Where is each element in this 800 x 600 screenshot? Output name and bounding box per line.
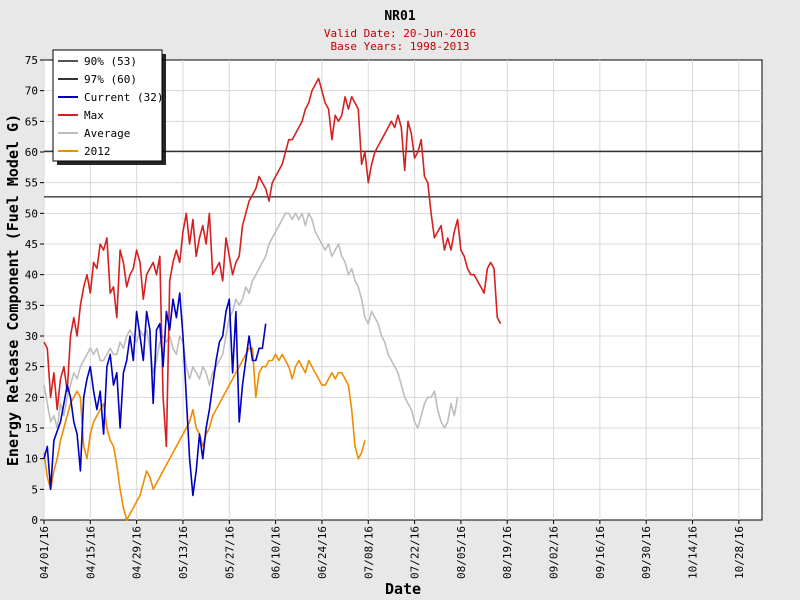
x-axis-label: Date — [385, 580, 421, 598]
x-tick-label: 08/19/16 — [501, 526, 514, 579]
x-tick-label: 07/22/16 — [409, 526, 422, 579]
y-tick-label: 50 — [25, 207, 38, 220]
y-tick-labels: 0 5 10 15 20 25 30 35 40 45 50 55 60 65 70 75 — [25, 54, 44, 527]
y-tick-label: 60 — [25, 146, 38, 159]
x-tick-label: 10/28/16 — [733, 526, 746, 579]
y-tick-label: 15 — [25, 422, 38, 435]
y-tick-label: 25 — [25, 361, 38, 374]
legend-label: 97% (60) — [84, 73, 137, 86]
chart-title: NR01 — [384, 9, 415, 24]
series-lines — [43, 77, 502, 521]
x-tick-label: 10/14/16 — [687, 526, 700, 579]
x-tick-label: 04/29/16 — [131, 526, 144, 579]
legend: 90% (53) 97% (60) Current (32) Max Average 20… — [52, 49, 166, 165]
y-tick-label: 40 — [25, 269, 38, 282]
y-tick-label: 70 — [25, 85, 38, 98]
x-tick-labels: 04/01/16 04/15/16 04/29/16 05/13/16 05/27/16… — [38, 520, 746, 579]
legend-label: 2012 — [84, 145, 111, 158]
x-tick-label: 08/05/16 — [455, 526, 468, 579]
y-tick-label: 0 — [31, 514, 38, 527]
y-tick-label: 5 — [31, 483, 38, 496]
chart-subtitle-valid-date: Valid Date: 20-Jun-2016 — [324, 27, 476, 40]
y-tick-label: 65 — [25, 115, 38, 128]
y-tick-label: 35 — [25, 299, 38, 312]
y-tick-label: 45 — [25, 238, 38, 251]
x-tick-label: 09/30/16 — [640, 526, 653, 579]
y-tick-label: 55 — [25, 177, 38, 190]
series-line-average — [43, 212, 459, 429]
y-tick-label: 30 — [25, 330, 38, 343]
x-tick-label: 07/08/16 — [362, 526, 375, 579]
x-tick-label: 04/01/16 — [38, 526, 51, 579]
series-line-current-32 — [43, 292, 267, 497]
x-tick-label: 04/15/16 — [84, 526, 97, 579]
y-tick-label: 10 — [25, 453, 38, 466]
y-axis-label: Energy Release Component (Fuel Model G) — [4, 114, 22, 466]
chart-subtitle-base-years: Base Years: 1998-2013 — [330, 40, 469, 53]
x-tick-label: 05/27/16 — [223, 526, 236, 579]
x-tick-label: 06/24/16 — [316, 526, 329, 579]
series-line-max — [43, 77, 502, 448]
legend-label: 90% (53) — [84, 55, 137, 68]
legend-label: Current (32) — [84, 91, 163, 104]
legend-label: Max — [84, 109, 104, 122]
x-tick-label: 09/16/16 — [594, 526, 607, 579]
x-tick-label: 09/02/16 — [548, 526, 561, 579]
y-tick-label: 75 — [25, 54, 38, 67]
legend-label: Average — [84, 127, 130, 140]
x-tick-label: 06/10/16 — [270, 526, 283, 579]
x-tick-label: 05/13/16 — [177, 526, 190, 579]
y-tick-label: 20 — [25, 391, 38, 404]
